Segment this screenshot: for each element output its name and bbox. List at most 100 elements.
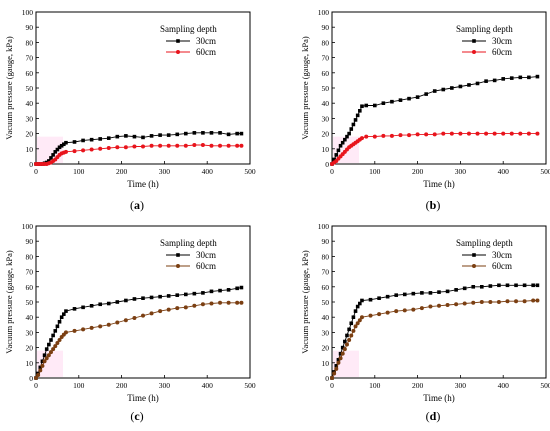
y-tick-label: 90 <box>322 237 330 246</box>
data-point <box>349 321 354 326</box>
data-point <box>368 313 373 318</box>
data-point <box>81 305 85 310</box>
data-point <box>57 145 62 150</box>
data-point <box>340 351 345 356</box>
y-tick-label: 90 <box>322 23 330 32</box>
data-point <box>358 301 362 306</box>
data-point <box>166 133 171 137</box>
data-point <box>355 113 360 118</box>
data-point <box>518 75 523 80</box>
data-point <box>390 99 394 104</box>
legend-entry: 60cm <box>196 47 216 57</box>
data-point <box>355 321 360 326</box>
y-tick-label: 50 <box>322 298 330 307</box>
data-point <box>166 294 171 298</box>
data-point <box>49 156 53 160</box>
x-tick-label: 300 <box>159 167 171 176</box>
legend-marker <box>472 39 476 43</box>
data-point <box>47 159 51 163</box>
data-point <box>345 134 349 139</box>
data-point <box>209 131 214 135</box>
data-point <box>428 304 433 309</box>
y-tick-label: 50 <box>322 84 330 93</box>
data-point <box>336 148 341 153</box>
panel-caption: (b) <box>426 198 441 212</box>
y-tick-label: 40 <box>322 313 330 322</box>
y-tick-label: 60 <box>322 283 330 292</box>
data-point <box>51 347 56 352</box>
data-point <box>501 77 505 81</box>
y-tick-label: 80 <box>322 252 330 261</box>
data-point <box>226 300 231 305</box>
y-tick-label: 0 <box>29 374 33 383</box>
data-point <box>200 143 205 147</box>
x-tick-label: 200 <box>412 167 424 176</box>
data-point <box>492 78 497 83</box>
data-point <box>449 131 454 136</box>
data-point <box>484 131 489 136</box>
y-tick-label: 30 <box>26 114 34 123</box>
legend-entry: 30cm <box>492 250 512 260</box>
data-point <box>64 140 68 145</box>
x-tick-label: 400 <box>202 381 214 390</box>
data-point <box>368 297 373 302</box>
x-tick-label: 300 <box>159 381 171 390</box>
data-point <box>55 324 60 329</box>
data-point <box>338 143 343 148</box>
data-point <box>89 137 94 142</box>
x-tick-label: 0 <box>34 381 38 390</box>
data-point <box>184 292 188 297</box>
y-tick-label: 10 <box>26 145 34 154</box>
data-point <box>359 315 364 320</box>
data-point <box>235 131 239 136</box>
x-tick-label: 100 <box>369 167 381 176</box>
y-tick-label: 70 <box>322 268 330 277</box>
data-point <box>38 365 43 370</box>
y-tick-label: 60 <box>26 69 34 78</box>
data-point <box>132 134 137 139</box>
data-point <box>351 328 356 333</box>
data-point <box>218 131 222 135</box>
data-point <box>89 304 94 308</box>
data-point <box>184 131 188 136</box>
x-tick-label: 0 <box>34 167 38 176</box>
data-point <box>385 310 390 315</box>
y-tick-label: 50 <box>26 84 34 93</box>
data-point <box>98 146 103 151</box>
data-point <box>377 312 382 317</box>
data-point <box>441 87 446 92</box>
data-point <box>466 131 471 136</box>
data-point <box>415 95 420 99</box>
data-point <box>364 103 369 108</box>
data-point <box>106 136 111 140</box>
data-point <box>115 145 120 150</box>
data-point <box>57 319 62 324</box>
data-point <box>36 372 41 377</box>
data-point <box>47 342 51 347</box>
y-tick-label: 90 <box>26 237 34 246</box>
data-point <box>57 338 62 342</box>
data-point <box>458 131 463 136</box>
legend-entry: 30cm <box>492 36 512 46</box>
data-point <box>343 137 347 142</box>
data-point <box>432 132 437 137</box>
y-tick-label: 40 <box>26 313 34 322</box>
data-point <box>531 283 535 288</box>
legend-marker <box>472 253 476 257</box>
data-point <box>81 148 86 153</box>
data-point <box>175 293 180 297</box>
data-point <box>505 299 510 304</box>
data-point <box>72 328 77 333</box>
data-point <box>53 150 58 154</box>
y-tick-label: 30 <box>26 328 34 337</box>
data-point <box>345 333 349 338</box>
data-point <box>149 311 154 316</box>
x-tick-label: 0 <box>330 167 334 176</box>
data-point <box>106 301 111 306</box>
data-point <box>338 356 343 361</box>
data-point <box>334 364 339 368</box>
legend-entry: 60cm <box>196 261 216 271</box>
y-tick-label: 100 <box>318 8 330 17</box>
data-point <box>340 345 345 350</box>
data-point <box>479 300 484 304</box>
